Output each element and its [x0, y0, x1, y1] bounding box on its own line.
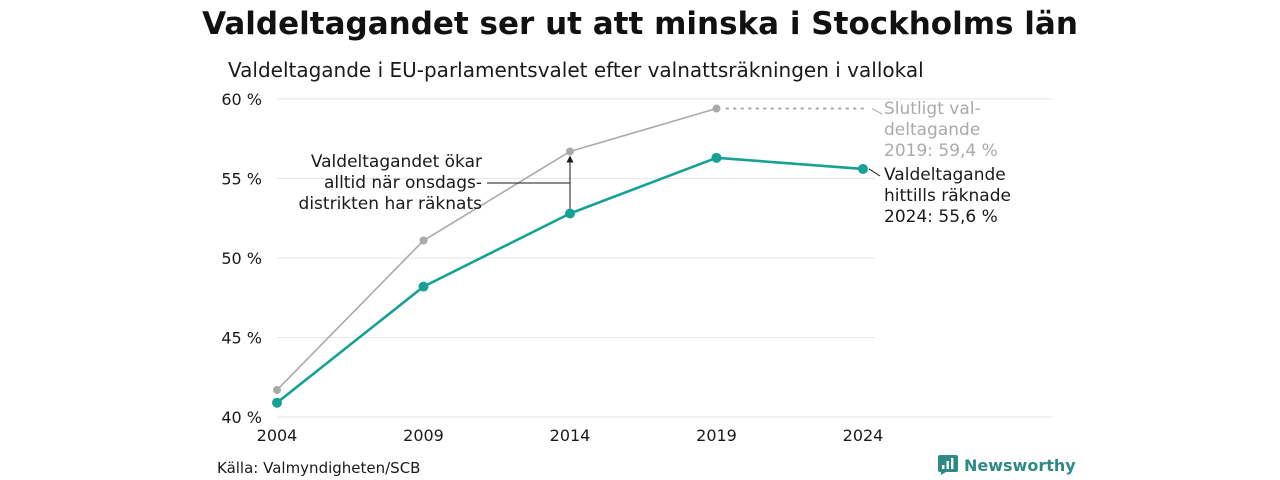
chart-title: Valdeltagandet ser ut att minska i Stock… — [202, 6, 1078, 42]
x-tick-label: 2019 — [696, 426, 737, 445]
x-tick-label: 2004 — [257, 426, 298, 445]
wednesday-annotation: alltid när onsdags- — [324, 173, 482, 193]
y-tick-label: 55 % — [221, 170, 262, 189]
source-note: Källa: Valmyndigheten/SCB — [217, 459, 421, 477]
x-tick-label: 2009 — [403, 426, 444, 445]
brand-logo: Newsworthy — [938, 455, 1076, 475]
data-point-counted — [272, 397, 282, 408]
x-tick-label: 2014 — [550, 426, 591, 445]
data-point-counted — [711, 152, 722, 163]
data-point-final — [566, 147, 574, 156]
counted-label-connector — [868, 168, 881, 177]
counted-series-label: hittills räknade — [884, 186, 1011, 206]
annotation-arrow-head — [566, 155, 574, 163]
final-series-label: deltagande — [884, 120, 980, 140]
final-label-connector — [871, 108, 883, 115]
counted-series-label: 2024: 55,6 % — [884, 207, 998, 227]
final-series-label: Slutligt val- — [884, 99, 981, 119]
x-tick-label: 2024 — [843, 426, 884, 445]
data-point-counted — [565, 208, 575, 219]
wednesday-annotation: Valdeltagandet ökar — [311, 152, 482, 172]
brand-name: Newsworthy — [964, 455, 1076, 475]
data-point-final — [712, 104, 721, 113]
wednesday-annotation: distrikten har räknats — [299, 194, 483, 214]
y-tick-label: 40 % — [221, 408, 262, 427]
y-tick-label: 50 % — [221, 249, 262, 268]
data-point-counted — [418, 281, 429, 292]
newsworthy-logo-icon — [938, 455, 958, 475]
final-series-label: 2019: 59,4 % — [884, 141, 998, 161]
chart-subtitle: Valdeltagande i EU-parlamentsvalet efter… — [228, 58, 924, 82]
y-tick-label: 60 % — [221, 90, 262, 109]
y-tick-label: 45 % — [221, 329, 262, 348]
data-point-final — [273, 385, 281, 394]
data-point-final — [419, 236, 428, 245]
data-point-counted — [858, 163, 868, 174]
counted-series-label: Valdeltagande — [884, 165, 1006, 185]
series-line-final — [276, 107, 717, 391]
